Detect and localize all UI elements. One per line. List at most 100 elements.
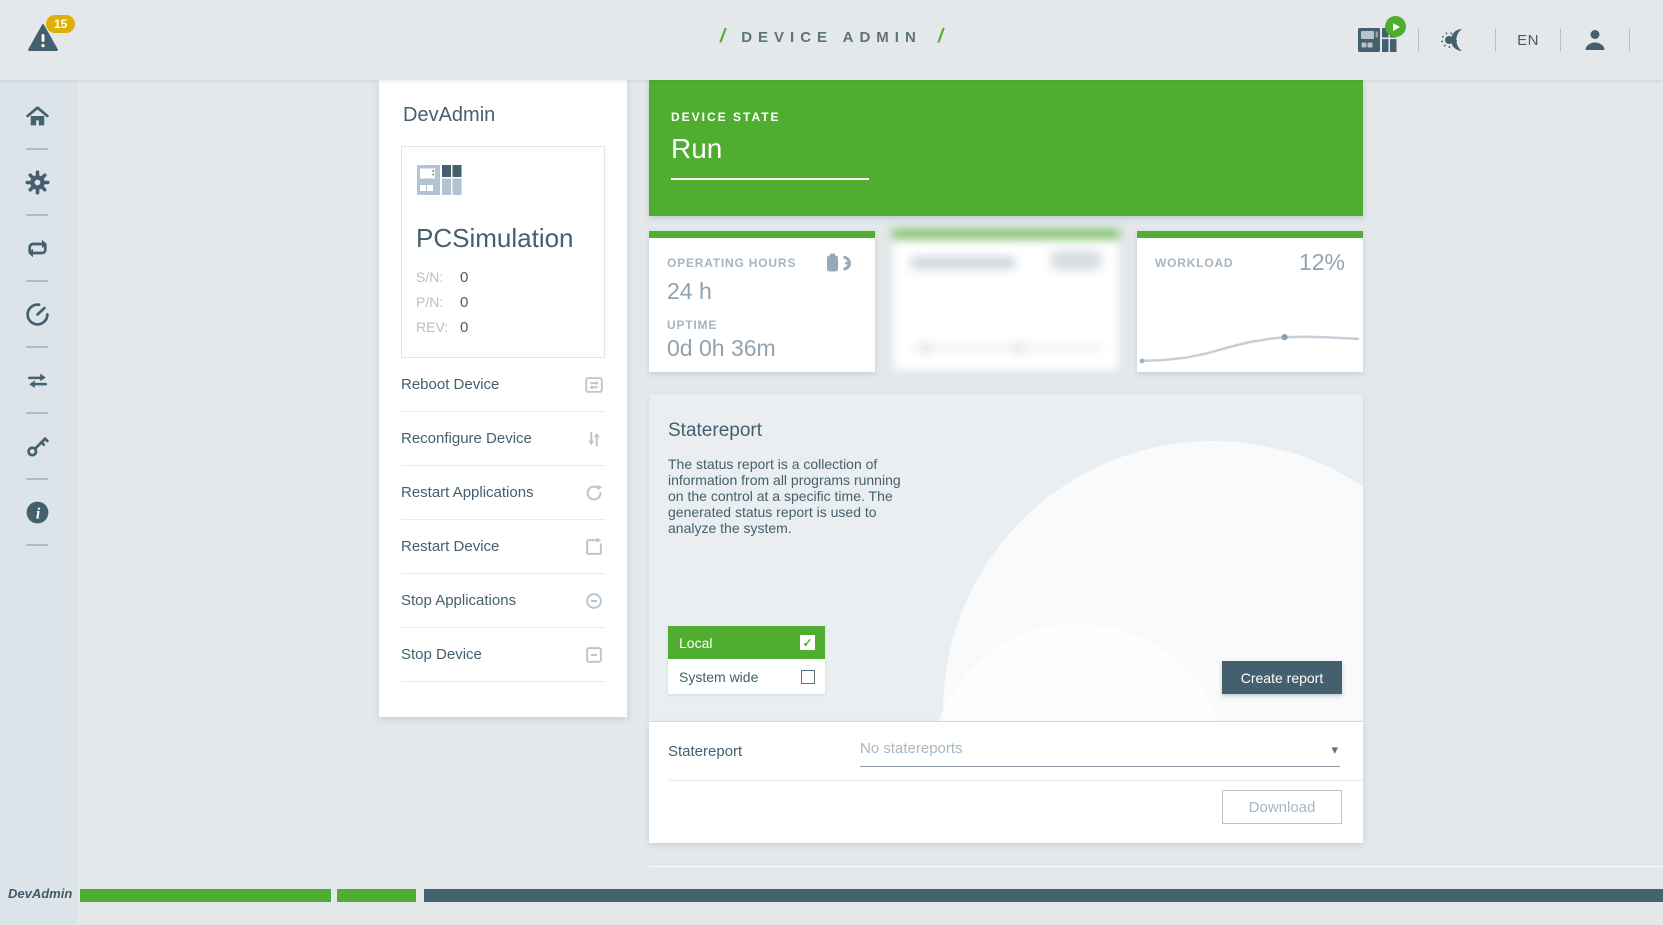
statereport-title: Statereport [668,420,762,441]
alerts-button[interactable]: 15 [26,15,82,62]
gauge-icon [24,301,51,328]
transfer-arrows-icon [24,367,51,394]
action-label: Reconfigure Device [401,430,532,447]
uptime-value: 0d 0h 36m [667,335,776,361]
info-icon: i [24,499,51,526]
field-label: REV: [416,319,449,335]
section-divider [668,780,1363,781]
action-label: Reboot Device [401,376,500,393]
workload-value: 12% [1298,249,1345,275]
sidebar-divider [26,214,48,216]
device-state-banner: DEVICE STATE Run [649,80,1363,216]
sidebar-item-info[interactable]: i [23,498,51,526]
field-label: P/N: [416,294,444,310]
page-title: / DEVICE ADMIN / [720,26,943,48]
sidebar-item-transfer[interactable] [23,366,51,394]
device-info-box: PCSimulation S/N: 0 P/N: 0 REV: 0 [401,146,605,358]
redacted-stat-card [893,231,1119,372]
header-separator [1629,29,1630,51]
report-scope-list: Local ✓ System wide [668,626,825,694]
repeat-icon [24,235,51,262]
workload-sparkline [1139,334,1360,364]
statereport-select[interactable]: No statereports ▾ [860,736,1340,767]
sidebar-divider [26,478,48,480]
stop-device-icon [583,644,605,666]
action-label: Restart Applications [401,484,534,501]
header-separator [1495,29,1497,51]
action-label: Restart Device [401,538,500,555]
download-button[interactable]: Download [1222,790,1342,824]
user-menu[interactable] [1582,27,1608,53]
sidebar-divider [26,280,48,282]
sidebar-item-dashboard[interactable] [23,300,51,328]
battery-clock-icon [825,251,857,275]
operating-hours-value: 24 h [667,278,712,304]
action-reboot-device[interactable]: Reboot Device [401,358,605,412]
device-actions-list: Reboot Device Reconfigure Device [401,358,605,682]
plc-device-icon [1357,25,1397,55]
checkbox-checked-icon[interactable]: ✓ [800,635,815,650]
stats-row: OPERATING HOURS 24 h UPTIME 0d 0h 36m [649,231,1363,372]
action-restart-applications[interactable]: Restart Applications [401,466,605,520]
restart-applications-icon [583,482,605,504]
field-value: 0 [460,294,469,311]
home-icon [24,103,51,130]
statereport-select-label: Statereport [668,743,743,760]
device-state-value: Run [671,133,723,164]
title-slash-right: / [937,26,944,47]
workload-card: WORKLOAD 12% [1137,231,1363,372]
redacted-label [911,257,1015,269]
scope-option-local[interactable]: Local ✓ [668,626,825,659]
device-status-button[interactable] [1357,16,1407,55]
running-state-badge [1385,16,1407,37]
svg-text:i: i [35,505,40,522]
checkbox-unchecked-icon[interactable] [801,669,815,684]
sidebar-item-repeat[interactable] [23,234,51,262]
device-panel: DevAdmin PCSimulation S/N: 0 P/N: 0 [379,80,627,717]
device-panel-title: DevAdmin [403,104,496,126]
scope-option-label: Local [679,634,713,651]
device-state-label: DEVICE STATE [671,110,781,124]
play-icon [1393,22,1401,31]
redacted-slider-dot [922,344,931,352]
workload-label: WORKLOAD [1155,256,1234,270]
sidebar-item-security[interactable] [23,432,51,460]
action-reconfigure-device[interactable]: Reconfigure Device [401,412,605,466]
bottom-divider [649,866,1663,867]
action-label: Stop Device [401,646,482,663]
header-separator [1560,29,1561,51]
progress-bar-segment-slate [424,889,1663,902]
action-stop-applications[interactable]: Stop Applications [401,574,605,628]
warning-icon [26,22,82,54]
theme-toggle[interactable] [1440,26,1474,54]
redacted-slider [911,344,1101,352]
sidebar-item-home[interactable] [23,102,51,130]
title-slash-left: / [719,26,726,47]
restart-device-icon [583,536,605,558]
key-icon [24,433,51,460]
chevron-down-icon: ▾ [1331,742,1338,757]
statereport-download-section: Statereport No statereports ▾ Download [649,722,1363,843]
field-value: 0 [460,269,469,286]
scope-option-system-wide[interactable]: System wide [668,659,825,694]
dark-mode-icon [1440,26,1474,54]
language-selector[interactable]: EN [1517,31,1539,49]
footer-app-name: DevAdmin [8,886,73,901]
uptime-label: UPTIME [667,318,718,332]
sidebar-item-settings[interactable] [23,168,51,196]
action-stop-device[interactable]: Stop Device [401,628,605,682]
progress-bar-segment-green-2 [337,889,416,902]
create-report-button[interactable]: Create report [1222,661,1342,694]
statereport-select-placeholder: No statereports [860,740,963,757]
statereport-description: The status report is a collection of inf… [668,456,901,537]
sidebar-divider [26,412,48,414]
stop-applications-icon [583,590,605,612]
reboot-device-icon [583,374,605,396]
page-title-text: DEVICE ADMIN [741,28,922,46]
operating-hours-label: OPERATING HOURS [667,256,797,270]
settings-gear-icon [24,169,51,196]
redacted-value [1051,251,1101,270]
device-name: PCSimulation [416,223,574,253]
action-restart-device[interactable]: Restart Device [401,520,605,574]
field-value: 0 [460,319,469,336]
